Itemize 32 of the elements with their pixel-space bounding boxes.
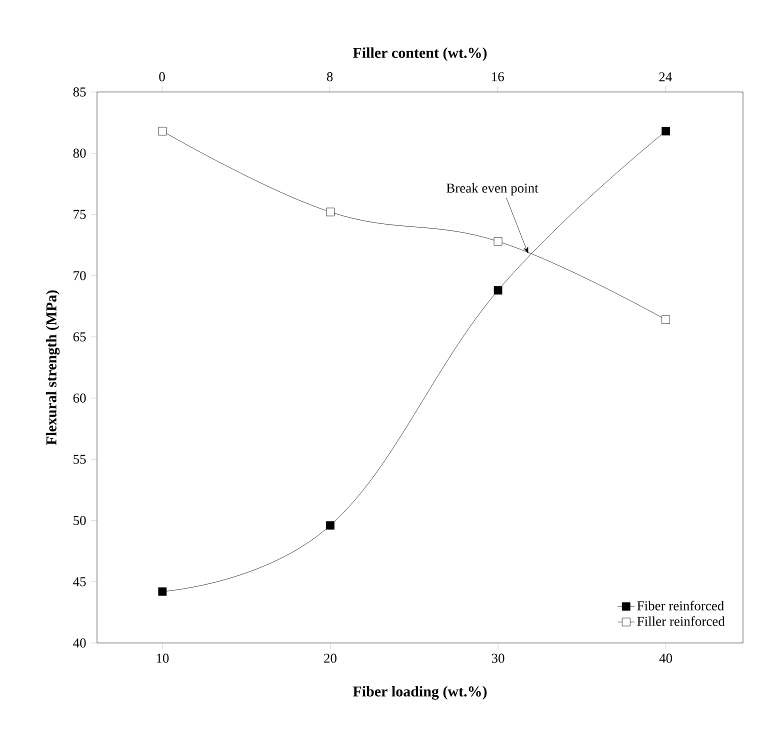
x2-tick-label: 8	[326, 72, 333, 82]
y-tick-label: 55	[74, 454, 86, 464]
y-tick-label: 85	[73, 87, 86, 97]
x-tick-label: 20	[324, 654, 336, 663]
x-tick-label: 10	[156, 654, 169, 663]
x2-tick-label: 16	[492, 72, 504, 82]
x2-axis-title: Filler content (wt.%)	[352, 47, 487, 61]
point	[158, 587, 167, 596]
annotation: Break even point	[446, 183, 538, 196]
x-tick-label: 30	[492, 654, 504, 663]
legend-label: Fiber reinforced	[637, 600, 724, 610]
point	[494, 286, 502, 295]
y-tick-label: 50	[74, 516, 86, 526]
point	[158, 126, 167, 136]
y-tick-label: 70	[74, 271, 86, 280]
point	[326, 521, 334, 530]
y-tick-label: 60	[73, 394, 86, 403]
y-tick-label: 45	[73, 577, 86, 586]
y-tick-label: 40	[73, 638, 86, 648]
y-axis-title: Flexural strength (MPa)	[46, 290, 60, 445]
x2-tick-label: 0	[159, 72, 165, 82]
point	[662, 126, 670, 136]
point	[494, 237, 502, 246]
legend-label: Filler reinforced	[637, 616, 725, 626]
point	[326, 208, 334, 216]
y-tick-label: 80	[73, 148, 86, 158]
y-tick-label: 65	[73, 332, 86, 342]
point	[662, 316, 670, 324]
y-tick-label: 75	[74, 210, 86, 219]
x2-tick-label: 24	[659, 72, 672, 82]
x-tick-label: 40	[659, 654, 672, 663]
x-axis-title: Fiber loading (wt.%)	[352, 686, 487, 700]
